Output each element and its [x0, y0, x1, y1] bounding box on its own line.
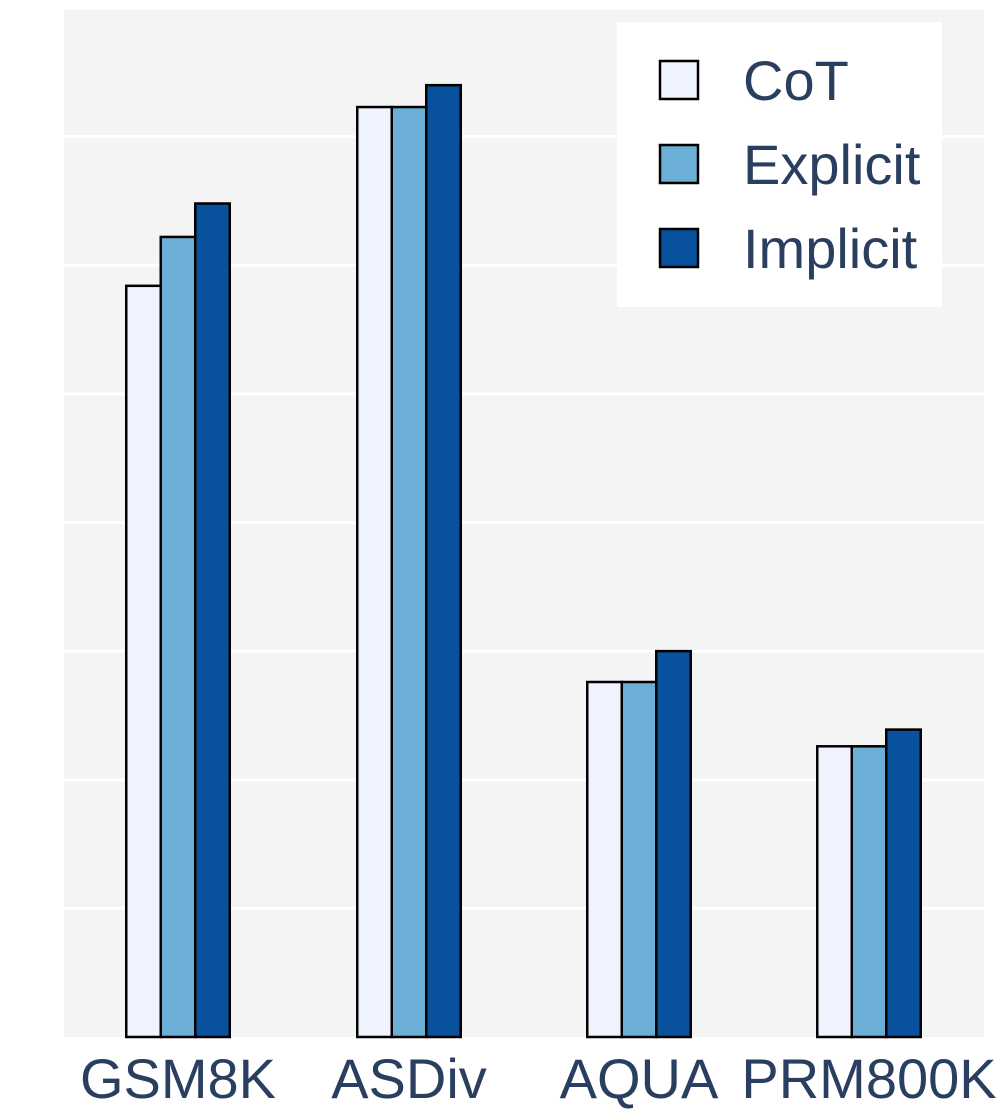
legend-label-implicit: Implicit: [743, 217, 918, 280]
legend-label-cot: CoT: [743, 49, 849, 112]
bar-explicit-asdiv: [390, 105, 428, 1039]
bar-explicit-gsm8k: [159, 235, 197, 1039]
legend-swatch-explicit: [658, 143, 700, 185]
bars: [125, 83, 922, 1039]
bar-cot-prm800k: [816, 745, 853, 1039]
bar-implicit-gsm8k: [194, 202, 231, 1039]
bar-implicit-aqua: [655, 649, 692, 1039]
bar-explicit-prm800k: [850, 745, 888, 1039]
bar-implicit-asdiv: [425, 83, 462, 1039]
legend-swatch-implicit: [658, 227, 700, 269]
legend: CoT Explicit Implicit: [617, 22, 942, 307]
bar-cot-asdiv: [356, 105, 393, 1039]
x-tick-label: ASDiv: [331, 1047, 487, 1109]
x-tick-label: PRM800K: [741, 1047, 996, 1109]
x-tick-label: GSM8K: [80, 1047, 276, 1109]
legend-label-explicit: Explicit: [743, 133, 921, 196]
bar-implicit-prm800k: [885, 728, 922, 1039]
bar-cot-aqua: [586, 680, 623, 1039]
bar-cot-gsm8k: [125, 284, 162, 1039]
bar-explicit-aqua: [620, 680, 658, 1039]
x-tick-labels: GSM8K ASDiv AQUA PRM800K: [80, 1047, 997, 1109]
legend-swatch-cot: [658, 59, 700, 101]
x-tick-label: AQUA: [560, 1047, 719, 1109]
